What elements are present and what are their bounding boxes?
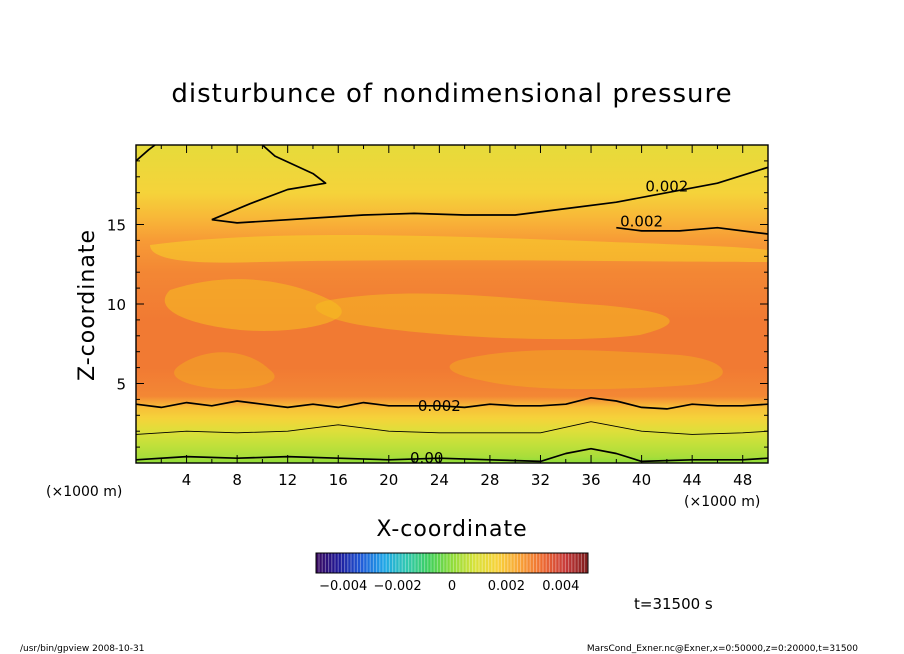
y-tick-label: 5 [116, 376, 126, 394]
y-axis-label: Z-coordinate [75, 229, 100, 381]
x-tick-label: 44 [683, 471, 702, 489]
chart-title: disturbunce of nondimensional pressure [171, 79, 732, 109]
contour-label: 0.00 [410, 449, 443, 467]
contour-label: 0.002 [418, 397, 461, 415]
contour-label: 0.002 [620, 212, 663, 230]
field-patch [315, 293, 670, 340]
contour-line [211, 166, 768, 224]
field-patch [150, 235, 768, 263]
colorbar-tick-label: −0.004 [319, 579, 367, 594]
footer-right: MarsCond_Exner.nc@Exner,x=0:50000,z=0:20… [587, 644, 858, 654]
x-tick-label: 20 [379, 471, 398, 489]
colorbar-tick-label: −0.002 [374, 579, 422, 594]
x-tick-label: 16 [329, 471, 348, 489]
x-tick-label: 40 [632, 471, 651, 489]
contour-line [616, 226, 768, 235]
contour-line [136, 421, 768, 435]
x-tick-label: 32 [531, 471, 550, 489]
y-tick-label: 10 [107, 296, 126, 314]
colorbar-frame [315, 552, 589, 574]
x-tick-label: 28 [480, 471, 499, 489]
footer-left: /usr/bin/gpview 2008-10-31 [20, 644, 144, 654]
x-axis-label: X-coordinate [376, 517, 527, 542]
x-unit-left: (×1000 m) [46, 484, 122, 500]
colorbar-stripes [318, 553, 589, 573]
y-axis: 5 10 15 [107, 160, 768, 448]
field-patch [449, 350, 723, 390]
field-patches [150, 235, 768, 390]
time-annotation: t=31500 s [634, 595, 713, 613]
colorbar: −0.004 −0.002 0 0.002 0.004 [315, 552, 589, 594]
x-unit-right: (×1000 m) [684, 494, 760, 510]
contour-label: 0.002 [645, 177, 688, 195]
contour-line [136, 396, 768, 410]
x-tick-label: 36 [581, 471, 600, 489]
x-tick-label: 8 [232, 471, 242, 489]
x-tick-label: 24 [430, 471, 449, 489]
contour-line [211, 145, 327, 221]
field-patch [164, 279, 342, 331]
colorbar-tick-label: 0.002 [488, 579, 525, 594]
x-tick-label: 48 [733, 471, 752, 489]
x-axis: 4 8 12 16 20 24 28 32 36 40 44 48 [160, 145, 752, 489]
y-tick-label: 15 [107, 217, 126, 235]
colorbar-labels: −0.004 −0.002 0 0.002 0.004 [319, 579, 579, 594]
x-tick-label: 12 [278, 471, 297, 489]
field-patch [174, 352, 275, 390]
colorbar-tick-label: 0 [448, 579, 456, 594]
x-tick-label: 4 [182, 471, 192, 489]
colorbar-tick-label: 0.004 [542, 579, 579, 594]
colorbar-fill [316, 553, 588, 573]
contour-line [136, 145, 156, 162]
